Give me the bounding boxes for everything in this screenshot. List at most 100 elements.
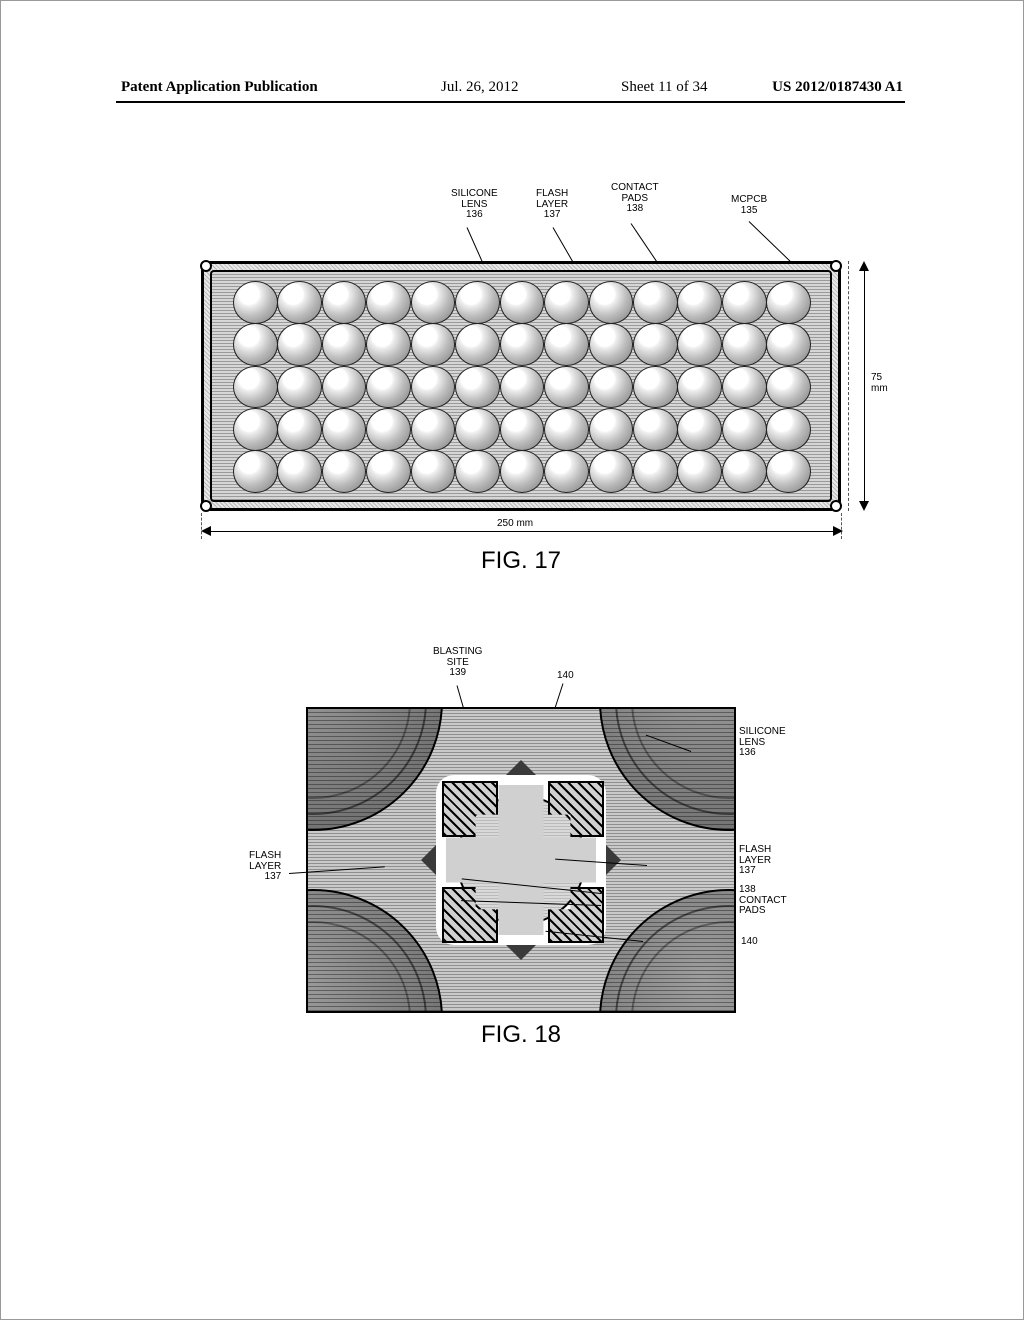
figure-17-caption: FIG. 17	[161, 547, 881, 575]
lens-cell	[677, 407, 721, 449]
lens-cell	[276, 450, 320, 492]
label-140-bottom: 140	[741, 937, 758, 948]
lens-cell	[766, 322, 810, 364]
lens-cell	[454, 365, 498, 407]
lens-cell	[499, 322, 543, 364]
figure-17: SILICONE LENS 136 FLASH LAYER 137 CONTAC…	[161, 181, 881, 591]
lens-cell	[632, 450, 676, 492]
lens-cell	[588, 365, 632, 407]
lens-quadrant-br	[599, 889, 736, 1013]
figure-18: BLASTING SITE 139 140 SILICONE LENS 136 …	[261, 641, 781, 1071]
lens-cell	[232, 407, 276, 449]
header-rule	[116, 101, 905, 103]
label-contact-pads: CONTACT PADS 138	[611, 183, 659, 215]
lens-cell	[232, 322, 276, 364]
lens-cell	[499, 407, 543, 449]
publication-type: Patent Application Publication	[121, 79, 318, 95]
mount-hole-tl	[200, 260, 212, 272]
mcpcb-board	[201, 261, 841, 511]
lens-cell	[232, 280, 276, 322]
lens-cell	[677, 280, 721, 322]
label-flash-layer-left: FLASH LAYER 137	[249, 851, 281, 883]
mount-hole-br	[830, 500, 842, 512]
label-blasting-site: BLASTING SITE 139	[433, 647, 482, 679]
page-header: Patent Application Publication Jul. 26, …	[121, 79, 903, 96]
dim-v-extent-right	[848, 261, 849, 511]
lens-cell	[321, 407, 365, 449]
fig18-viewport	[306, 707, 736, 1013]
figure-18-caption: FIG. 18	[261, 1021, 781, 1049]
lens-cell	[499, 365, 543, 407]
lens-cell	[677, 322, 721, 364]
lens-cell	[454, 450, 498, 492]
lens-cell	[321, 280, 365, 322]
dim-v-line	[864, 267, 865, 505]
lens-cell	[632, 322, 676, 364]
lens-cell	[321, 322, 365, 364]
lens-quadrant-bl	[306, 889, 443, 1013]
dim-v-arrow-down	[859, 501, 869, 511]
mount-hole-tr	[830, 260, 842, 272]
lens-quadrant-tr	[599, 707, 736, 831]
lens-cell	[454, 280, 498, 322]
lens-cell	[454, 407, 498, 449]
lens-cell	[276, 280, 320, 322]
publication-number: US 2012/0187430 A1	[772, 79, 903, 96]
label-silicone-lens: SILICONE LENS 136	[451, 189, 498, 221]
lens-cell	[276, 365, 320, 407]
lens-cell	[410, 407, 454, 449]
lens-cell	[766, 450, 810, 492]
lens-cell	[232, 365, 276, 407]
label-silicone-lens-18: SILICONE LENS 136	[739, 727, 786, 759]
lens-cell	[365, 280, 409, 322]
lens-cell	[365, 450, 409, 492]
lens-cell	[721, 322, 765, 364]
lens-cell	[543, 280, 587, 322]
lens-cell	[321, 365, 365, 407]
lens-cell	[588, 450, 632, 492]
lens-cell	[454, 322, 498, 364]
lens-cell	[766, 280, 810, 322]
lens-cell	[499, 280, 543, 322]
lens-cell	[766, 407, 810, 449]
lens-cell	[543, 407, 587, 449]
lens-cell	[410, 450, 454, 492]
lens-cell	[321, 450, 365, 492]
lens-cell	[588, 322, 632, 364]
dim-h-label: 250 mm	[491, 519, 539, 530]
page: Patent Application Publication Jul. 26, …	[0, 0, 1024, 1320]
mount-hole-bl	[200, 500, 212, 512]
lens-cell	[632, 280, 676, 322]
lens-cell	[766, 365, 810, 407]
lens-cell	[677, 450, 721, 492]
mcpcb-inner	[210, 270, 832, 502]
lens-cell	[543, 322, 587, 364]
lens-cell	[365, 407, 409, 449]
lens-cell	[232, 450, 276, 492]
lens-cell	[543, 450, 587, 492]
lens-quadrant-tl	[306, 707, 443, 831]
label-flash-layer: FLASH LAYER 137	[536, 189, 568, 221]
lens-cell	[410, 322, 454, 364]
dim-v-label: 75 mm	[871, 373, 888, 394]
lens-cell	[276, 322, 320, 364]
sheet-number: Sheet 11 of 34	[621, 79, 708, 96]
lens-cell	[410, 280, 454, 322]
lens-cell	[721, 365, 765, 407]
dim-h-arrow-left	[201, 526, 211, 536]
lens-cell	[632, 407, 676, 449]
publication-date: Jul. 26, 2012	[441, 79, 519, 96]
label-140-top: 140	[557, 671, 574, 682]
label-flash-layer-right: FLASH LAYER 137	[739, 845, 771, 877]
lens-cell	[721, 450, 765, 492]
lens-cell	[588, 280, 632, 322]
dim-h-arrow-right	[833, 526, 843, 536]
lens-cell	[543, 365, 587, 407]
lens-cell	[276, 407, 320, 449]
lens-cell	[410, 365, 454, 407]
lens-cell	[632, 365, 676, 407]
lens-cell	[499, 450, 543, 492]
lens-cell	[365, 322, 409, 364]
lens-cell	[588, 407, 632, 449]
lens-cell	[721, 280, 765, 322]
